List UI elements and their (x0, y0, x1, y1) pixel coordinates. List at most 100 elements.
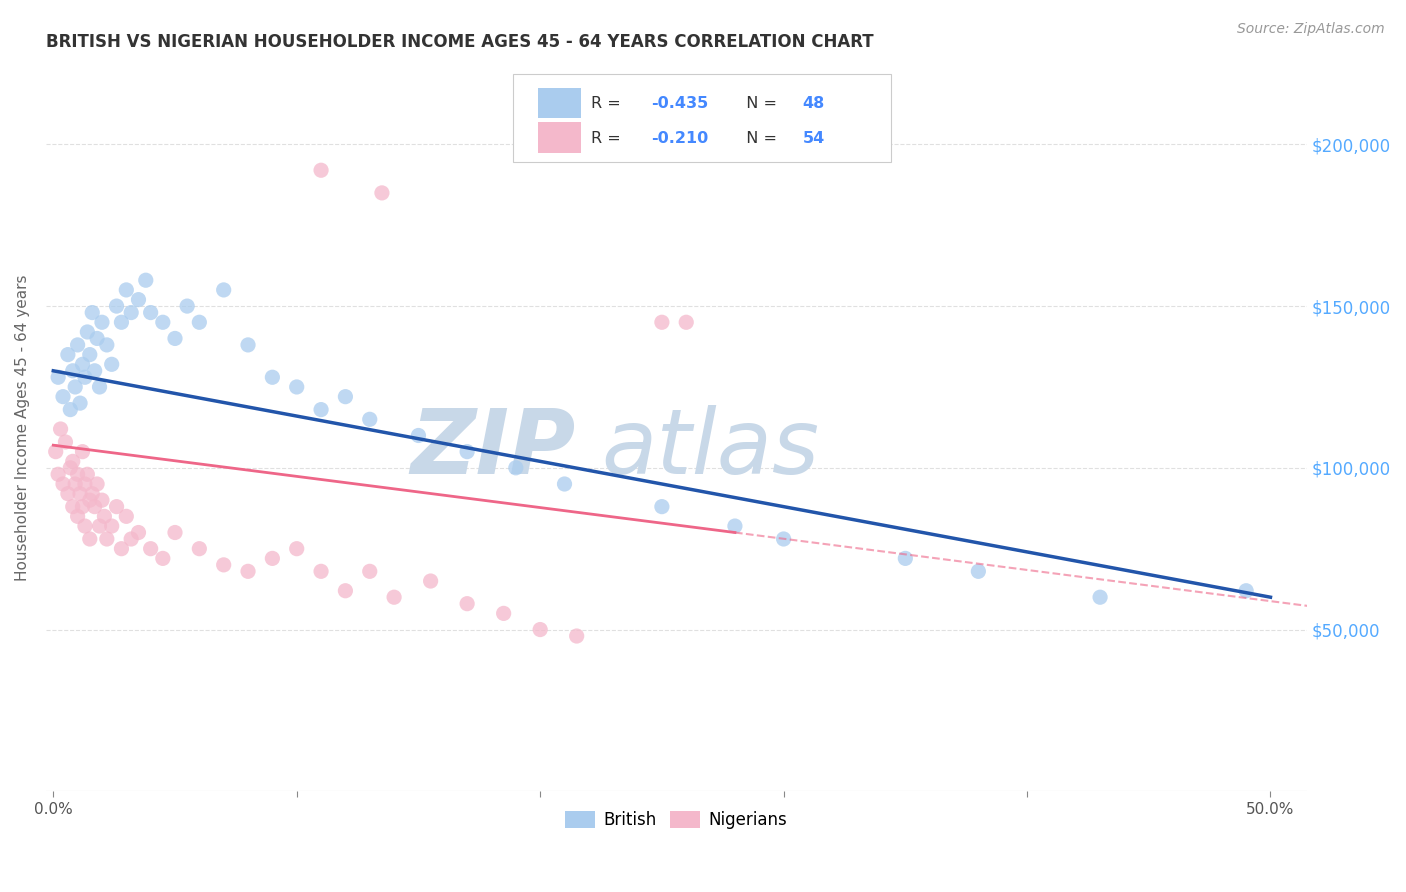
Point (59, 460, 82, 475)
FancyBboxPatch shape (537, 87, 581, 118)
Text: R =: R = (591, 96, 626, 111)
Text: ZIP: ZIP (411, 405, 575, 493)
Point (212, 558, 235, 572)
Point (382, 591, 405, 605)
Legend: British, Nigerians: British, Nigerians (558, 804, 794, 835)
Point (72, 500, 94, 514)
Point (967, 565, 990, 579)
Point (79, 493, 101, 508)
Point (529, 623, 551, 637)
Point (359, 412, 381, 426)
Point (176, 299, 198, 313)
Point (82, 305, 104, 319)
Point (309, 565, 332, 579)
Text: N =: N = (735, 131, 782, 146)
Point (96, 532, 118, 546)
Point (1234, 583, 1257, 598)
Point (91, 493, 114, 508)
Point (127, 293, 149, 307)
Text: atlas: atlas (600, 405, 818, 493)
Point (163, 525, 186, 540)
Point (52, 477, 75, 491)
Point (236, 338, 259, 352)
Point (49, 422, 72, 436)
Point (76, 325, 98, 339)
Text: -0.210: -0.210 (651, 131, 709, 146)
Point (152, 551, 174, 566)
Point (110, 541, 132, 556)
Point (262, 551, 284, 566)
Point (724, 519, 747, 533)
Point (46, 370, 69, 384)
Text: BRITISH VS NIGERIAN HOUSEHOLDER INCOME AGES 45 - 64 YEARS CORRELATION CHART: BRITISH VS NIGERIAN HOUSEHOLDER INCOME A… (46, 33, 873, 51)
Point (408, 428, 430, 442)
Point (188, 541, 211, 556)
Point (565, 629, 588, 643)
Point (285, 541, 308, 556)
Text: R =: R = (591, 131, 626, 146)
Point (105, 500, 128, 514)
Point (163, 331, 186, 345)
Point (66, 338, 89, 352)
Text: 48: 48 (803, 96, 825, 111)
Point (93, 509, 115, 524)
FancyBboxPatch shape (513, 74, 891, 161)
Text: -0.435: -0.435 (651, 96, 709, 111)
Point (335, 583, 357, 598)
Point (100, 519, 122, 533)
Point (419, 574, 441, 588)
Point (62, 454, 84, 468)
Point (63, 477, 86, 491)
Point (62, 500, 84, 514)
Point (456, 597, 478, 611)
Point (72, 444, 94, 458)
Point (69, 396, 91, 410)
Point (86, 331, 108, 345)
Point (309, 402, 332, 417)
Point (262, 370, 284, 384)
Point (59, 402, 82, 417)
Point (96, 338, 118, 352)
Point (371, 186, 394, 200)
Point (212, 283, 235, 297)
Point (46, 467, 69, 482)
Point (456, 444, 478, 458)
Point (72, 357, 94, 371)
Point (120, 305, 142, 319)
Point (83, 364, 105, 378)
Point (66, 467, 89, 482)
Point (236, 565, 259, 579)
Point (63, 380, 86, 394)
Point (110, 315, 132, 329)
Point (492, 607, 515, 621)
Point (73, 370, 96, 384)
Point (772, 532, 794, 546)
Point (120, 532, 142, 546)
Point (651, 315, 673, 329)
Text: N =: N = (735, 96, 782, 111)
Point (45, 444, 67, 458)
Point (105, 299, 128, 313)
Point (62, 364, 84, 378)
Point (335, 390, 357, 404)
Point (91, 315, 114, 329)
Point (115, 283, 138, 297)
Point (359, 565, 381, 579)
Point (127, 525, 149, 540)
Point (505, 460, 527, 475)
Point (1088, 591, 1111, 605)
Point (52, 390, 75, 404)
Point (73, 477, 96, 491)
Point (79, 348, 101, 362)
Point (188, 315, 211, 329)
Point (100, 357, 122, 371)
Point (285, 380, 308, 394)
Point (139, 541, 162, 556)
Point (553, 477, 575, 491)
Text: 54: 54 (803, 131, 825, 146)
Point (152, 315, 174, 329)
Point (89, 519, 111, 533)
Point (79, 532, 101, 546)
Point (69, 486, 91, 500)
Point (309, 163, 332, 178)
